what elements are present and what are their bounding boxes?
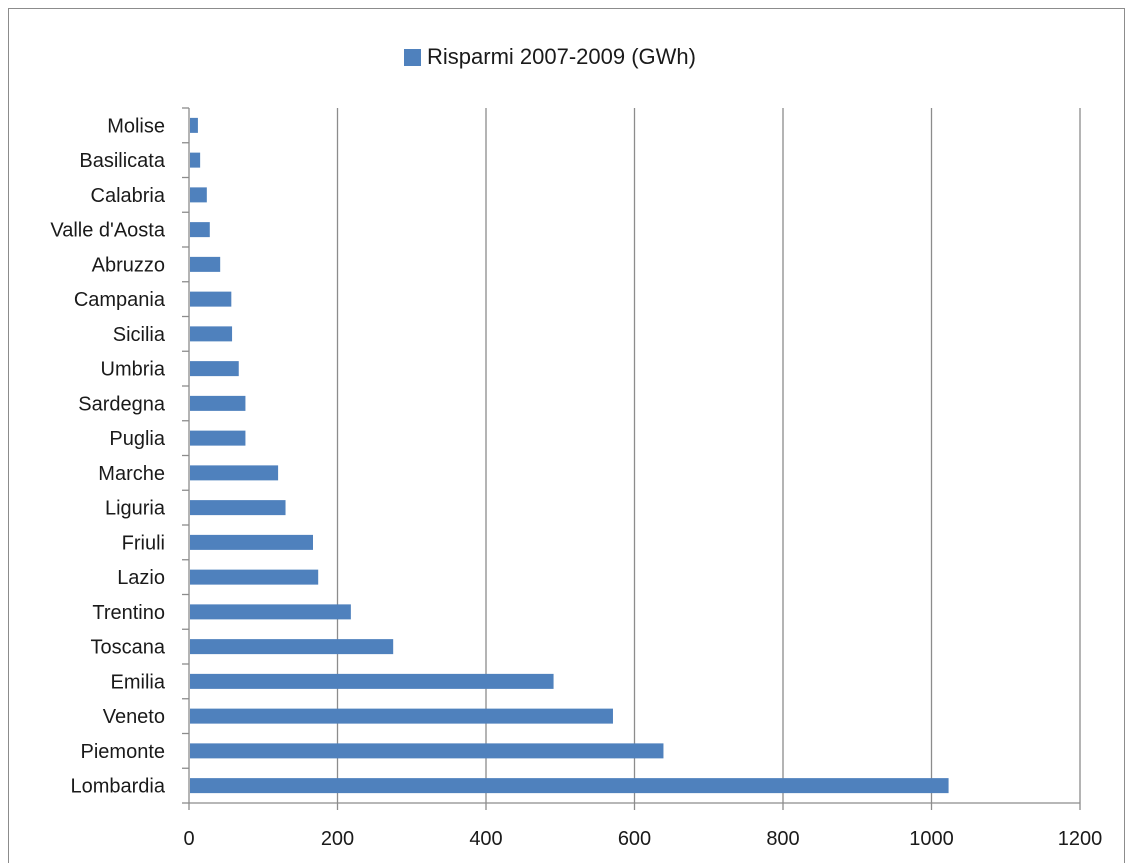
bar <box>190 222 210 238</box>
y-category-label: Sardegna <box>78 393 166 415</box>
bar <box>190 500 286 516</box>
y-category-label: Lombardia <box>70 776 165 798</box>
legend-swatch <box>404 48 421 66</box>
bar <box>190 256 221 272</box>
bar <box>190 430 246 446</box>
bar <box>190 395 246 411</box>
y-category-label: Molise <box>107 115 165 137</box>
y-category-label: Basilicata <box>79 150 165 172</box>
bar <box>190 465 279 481</box>
bar <box>190 743 664 759</box>
x-tick-label: 200 <box>321 828 354 850</box>
bar <box>190 673 554 689</box>
bar <box>190 326 233 342</box>
bar <box>190 117 198 133</box>
x-tick-label: 1000 <box>909 828 954 850</box>
bar <box>190 152 201 168</box>
x-tick-label: 800 <box>766 828 799 850</box>
bar <box>190 778 949 794</box>
bar <box>190 604 351 620</box>
y-category-label: Toscana <box>91 637 166 659</box>
y-category-label: Friuli <box>122 532 165 554</box>
y-category-label: Valle d'Aosta <box>50 220 166 242</box>
x-tick-label: 600 <box>618 828 651 850</box>
y-category-label: Liguria <box>105 498 166 520</box>
bar <box>190 187 207 203</box>
y-category-label: Puglia <box>109 428 165 450</box>
y-category-label: Piemonte <box>81 741 166 763</box>
y-category-label: Sicilia <box>113 324 166 346</box>
y-category-label: Campania <box>74 289 166 311</box>
x-tick-label: 1200 <box>1058 828 1103 850</box>
y-category-label: Veneto <box>103 706 165 728</box>
y-category-label: Emilia <box>111 671 166 693</box>
y-category-label: Lazio <box>117 567 165 589</box>
bar <box>190 291 232 307</box>
bar <box>190 639 394 655</box>
legend-label: Risparmi 2007-2009 (GWh) <box>427 44 696 69</box>
y-category-label: Calabria <box>91 185 166 207</box>
bar <box>190 569 319 585</box>
y-category-label: Trentino <box>92 602 165 624</box>
x-tick-label: 400 <box>469 828 502 850</box>
y-category-label: Marche <box>98 463 165 485</box>
y-category-label: Umbria <box>101 359 166 381</box>
y-category-label: Abruzzo <box>92 254 165 276</box>
bar <box>190 534 313 550</box>
bar <box>190 361 239 377</box>
bar <box>190 708 613 724</box>
x-tick-label: 0 <box>183 828 194 850</box>
chart-legend: Risparmi 2007-2009 (GWh) <box>404 42 696 72</box>
